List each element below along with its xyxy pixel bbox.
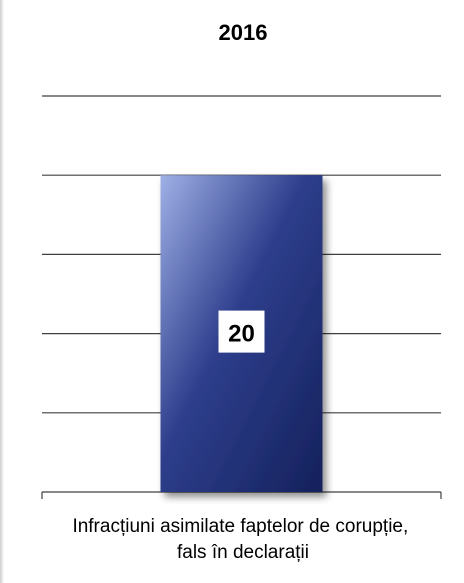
x-axis bbox=[41, 491, 442, 499]
data-label-box-0 bbox=[218, 310, 265, 353]
data-labels: 20 bbox=[218, 310, 265, 353]
category-label-line-1: Infracțiuni asimilate faptelor de corupț… bbox=[72, 516, 408, 537]
data-label-0: 20 bbox=[228, 321, 255, 348]
category-label: Infracțiuni asimilate faptelor de corupț… bbox=[72, 516, 413, 563]
chart-title: 2016 bbox=[219, 20, 268, 45]
left-border-rule bbox=[0, 0, 4, 583]
category-label-line-2: fals în declarații bbox=[177, 542, 309, 563]
